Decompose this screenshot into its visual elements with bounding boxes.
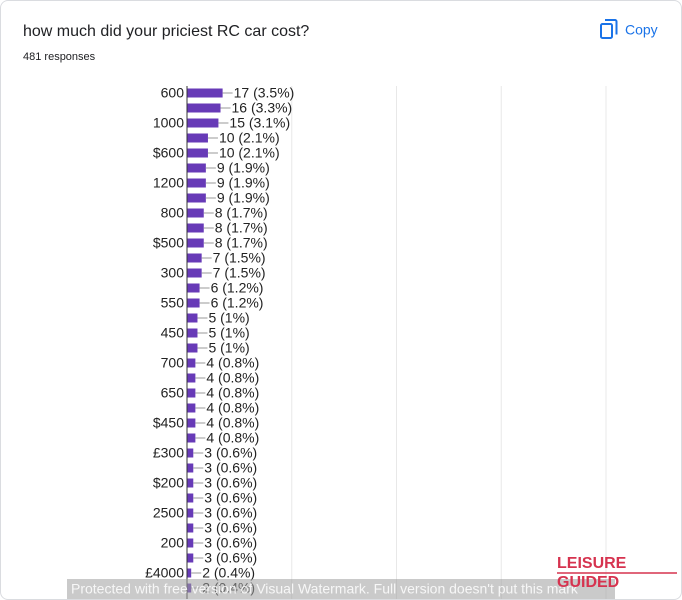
y-tick-label: £300 (153, 445, 184, 461)
value-label: 3 (0.6%) (204, 535, 257, 551)
value-label: 16 (3.3%) (232, 100, 293, 116)
value-label: 4 (0.8%) (206, 430, 259, 446)
value-label: 5 (1%) (208, 340, 249, 356)
value-label: 3 (0.6%) (204, 490, 257, 506)
value-label: 3 (0.6%) (204, 475, 257, 491)
bar (187, 118, 219, 128)
value-label: 7 (1.5%) (213, 250, 266, 266)
bar (187, 298, 200, 308)
bar (187, 373, 196, 383)
bar (187, 403, 196, 413)
bar (187, 523, 194, 533)
value-label: 10 (2.1%) (219, 145, 280, 161)
value-label: 4 (0.8%) (206, 400, 259, 416)
bar (187, 208, 204, 218)
value-label: 4 (0.8%) (206, 385, 259, 401)
value-label: 6 (1.2%) (211, 280, 264, 296)
bar (187, 283, 200, 293)
y-tick-label: 650 (161, 385, 185, 401)
value-label: 8 (1.7%) (215, 235, 268, 251)
bar (187, 478, 194, 488)
bar (187, 493, 194, 503)
value-label: 3 (0.6%) (204, 550, 257, 566)
bar (187, 508, 194, 518)
bar (187, 148, 208, 158)
bar (187, 388, 196, 398)
y-tick-label: $600 (153, 145, 184, 161)
y-tick-label: 1000 (153, 115, 184, 131)
bar (187, 103, 221, 113)
value-label: 8 (1.7%) (215, 220, 268, 236)
value-label: 10 (2.1%) (219, 130, 280, 146)
copy-icon (605, 19, 618, 35)
value-label: 4 (0.8%) (206, 355, 259, 371)
bar (187, 88, 223, 98)
y-tick-label: $450 (153, 415, 184, 431)
bar (187, 418, 196, 428)
bar (187, 193, 206, 203)
value-label: 5 (1%) (208, 325, 249, 341)
y-tick-label: 2500 (153, 505, 184, 521)
bar (187, 268, 202, 278)
value-label: 17 (3.5%) (234, 85, 295, 101)
copy-button[interactable]: Copy (600, 19, 658, 39)
value-label: 4 (0.8%) (206, 415, 259, 431)
bar (187, 328, 198, 338)
y-tick-label: $500 (153, 235, 184, 251)
value-label: 3 (0.6%) (204, 445, 257, 461)
value-label: 8 (1.7%) (215, 205, 268, 221)
bar (187, 463, 194, 473)
bar (187, 163, 206, 173)
bar (187, 568, 192, 578)
y-tick-label: 450 (161, 325, 185, 341)
y-tick-label: 1200 (153, 175, 184, 191)
y-tick-label: $200 (153, 475, 184, 491)
chart-title: how much did your priciest RC car cost? (23, 23, 309, 40)
value-label: 3 (0.6%) (204, 520, 257, 536)
value-label: 15 (3.1%) (229, 115, 290, 131)
bar (187, 538, 194, 548)
watermark-banner-text: Protected with free version of Visual Wa… (71, 581, 579, 597)
bar (187, 358, 196, 368)
value-label: 2 (0.4%) (202, 565, 255, 581)
bar (187, 433, 196, 443)
value-label: 9 (1.9%) (217, 160, 270, 176)
bar (187, 553, 194, 563)
value-label: 3 (0.6%) (204, 505, 257, 521)
watermark-logo: LEISURE (557, 555, 627, 572)
y-tick-label: 800 (161, 205, 185, 221)
copy-label: Copy (625, 22, 658, 38)
copy-icon (600, 23, 613, 39)
bar (187, 313, 198, 323)
value-label: 9 (1.9%) (217, 190, 270, 206)
response-count: 481 responses (23, 51, 96, 63)
y-tick-label: 200 (161, 535, 185, 551)
watermark-banner (67, 579, 615, 599)
value-label: 7 (1.5%) (213, 265, 266, 281)
value-label: 9 (1.9%) (217, 175, 270, 191)
y-tick-label: 600 (161, 85, 185, 101)
bar (187, 238, 204, 248)
value-label: 5 (1%) (208, 310, 249, 326)
watermark-logo: GUIDED (557, 574, 619, 591)
y-tick-label: 300 (161, 265, 185, 281)
bar (187, 223, 204, 233)
y-tick-label: £4000 (145, 565, 184, 581)
value-label: 3 (0.6%) (204, 460, 257, 476)
value-label: 4 (0.8%) (206, 370, 259, 386)
bar (187, 448, 194, 458)
bar (187, 133, 208, 143)
bar (187, 253, 202, 263)
bar (187, 178, 206, 188)
value-label: 6 (1.2%) (211, 295, 264, 311)
y-tick-label: 550 (161, 295, 185, 311)
bar (187, 343, 198, 353)
y-tick-label: 700 (161, 355, 185, 371)
